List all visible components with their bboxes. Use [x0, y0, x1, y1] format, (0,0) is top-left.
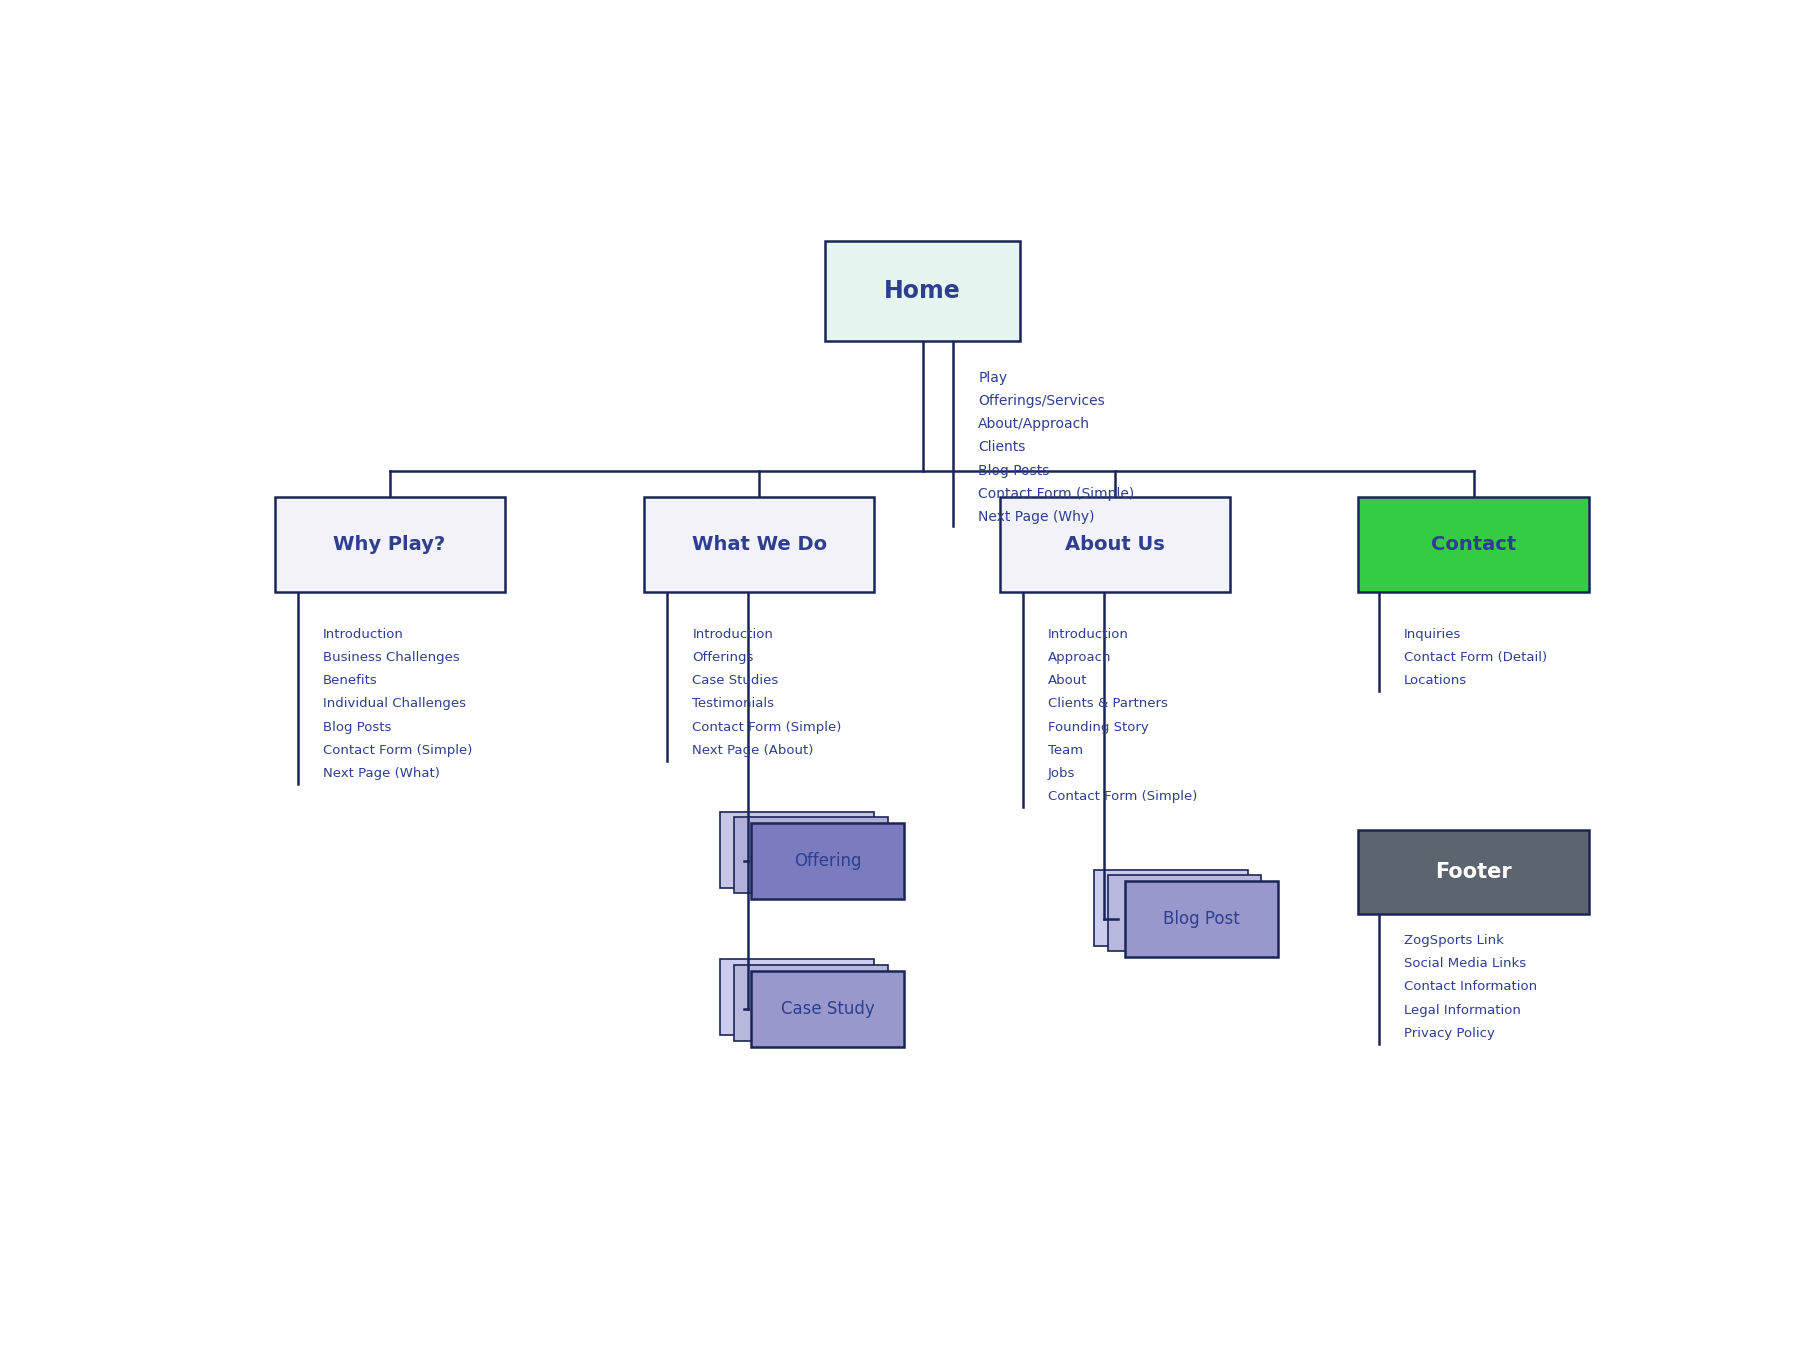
FancyBboxPatch shape	[751, 971, 904, 1047]
FancyBboxPatch shape	[644, 498, 875, 592]
FancyBboxPatch shape	[1359, 829, 1589, 914]
Text: Introduction: Introduction	[693, 628, 774, 640]
Text: Next Page (About): Next Page (About)	[693, 744, 814, 757]
FancyBboxPatch shape	[720, 812, 873, 887]
FancyBboxPatch shape	[734, 817, 887, 893]
FancyBboxPatch shape	[1109, 875, 1262, 951]
Text: Blog Posts: Blog Posts	[322, 721, 391, 733]
Text: Home: Home	[884, 280, 961, 303]
Text: Play: Play	[979, 370, 1008, 385]
Text: Team: Team	[1048, 744, 1084, 757]
Text: Blog Post: Blog Post	[1163, 910, 1240, 928]
FancyBboxPatch shape	[1125, 882, 1278, 957]
Text: Contact Form (Detail): Contact Form (Detail)	[1404, 651, 1546, 664]
Text: Contact Form (Simple): Contact Form (Simple)	[1048, 790, 1197, 803]
Text: Offerings: Offerings	[693, 651, 754, 664]
Text: ZogSports Link: ZogSports Link	[1404, 934, 1503, 947]
Text: Case Studies: Case Studies	[693, 675, 779, 687]
FancyBboxPatch shape	[720, 960, 873, 1035]
Text: Contact Form (Simple): Contact Form (Simple)	[693, 721, 842, 733]
FancyBboxPatch shape	[1359, 498, 1589, 592]
Text: What We Do: What We Do	[691, 535, 826, 554]
Text: Next Page (Why): Next Page (Why)	[979, 510, 1094, 524]
Text: Individual Challenges: Individual Challenges	[322, 698, 466, 710]
Text: About Us: About Us	[1066, 535, 1165, 554]
Text: Offerings/Services: Offerings/Services	[979, 393, 1105, 409]
Text: Jobs: Jobs	[1048, 768, 1075, 780]
Text: Footer: Footer	[1435, 862, 1512, 882]
Text: Inquiries: Inquiries	[1404, 628, 1462, 640]
Text: Clients & Partners: Clients & Partners	[1048, 698, 1168, 710]
Text: Clients: Clients	[979, 440, 1026, 454]
Text: Next Page (What): Next Page (What)	[322, 768, 439, 780]
Text: Contact Form (Simple): Contact Form (Simple)	[979, 487, 1134, 500]
FancyBboxPatch shape	[751, 823, 904, 899]
Text: Locations: Locations	[1404, 675, 1467, 687]
Text: Why Play?: Why Play?	[333, 535, 446, 554]
FancyBboxPatch shape	[1094, 869, 1247, 946]
Text: Approach: Approach	[1048, 651, 1112, 664]
Text: Contact Information: Contact Information	[1404, 980, 1537, 994]
FancyBboxPatch shape	[275, 498, 504, 592]
FancyBboxPatch shape	[1001, 498, 1229, 592]
Text: Contact Form (Simple): Contact Form (Simple)	[322, 744, 472, 757]
Text: Blog Posts: Blog Posts	[979, 463, 1049, 477]
Text: Introduction: Introduction	[322, 628, 403, 640]
Text: About: About	[1048, 675, 1087, 687]
Text: Business Challenges: Business Challenges	[322, 651, 459, 664]
Text: Founding Story: Founding Story	[1048, 721, 1148, 733]
Text: Privacy Policy: Privacy Policy	[1404, 1027, 1494, 1039]
Text: Case Study: Case Study	[781, 999, 875, 1019]
Text: Introduction: Introduction	[1048, 628, 1129, 640]
Text: Offering: Offering	[794, 853, 862, 871]
FancyBboxPatch shape	[824, 241, 1021, 341]
FancyBboxPatch shape	[734, 965, 887, 1041]
Text: Social Media Links: Social Media Links	[1404, 957, 1526, 971]
Text: About/Approach: About/Approach	[979, 417, 1091, 432]
Text: Benefits: Benefits	[322, 675, 378, 687]
Text: Contact: Contact	[1431, 535, 1516, 554]
Text: Legal Information: Legal Information	[1404, 1004, 1521, 1017]
Text: Testimonials: Testimonials	[693, 698, 774, 710]
